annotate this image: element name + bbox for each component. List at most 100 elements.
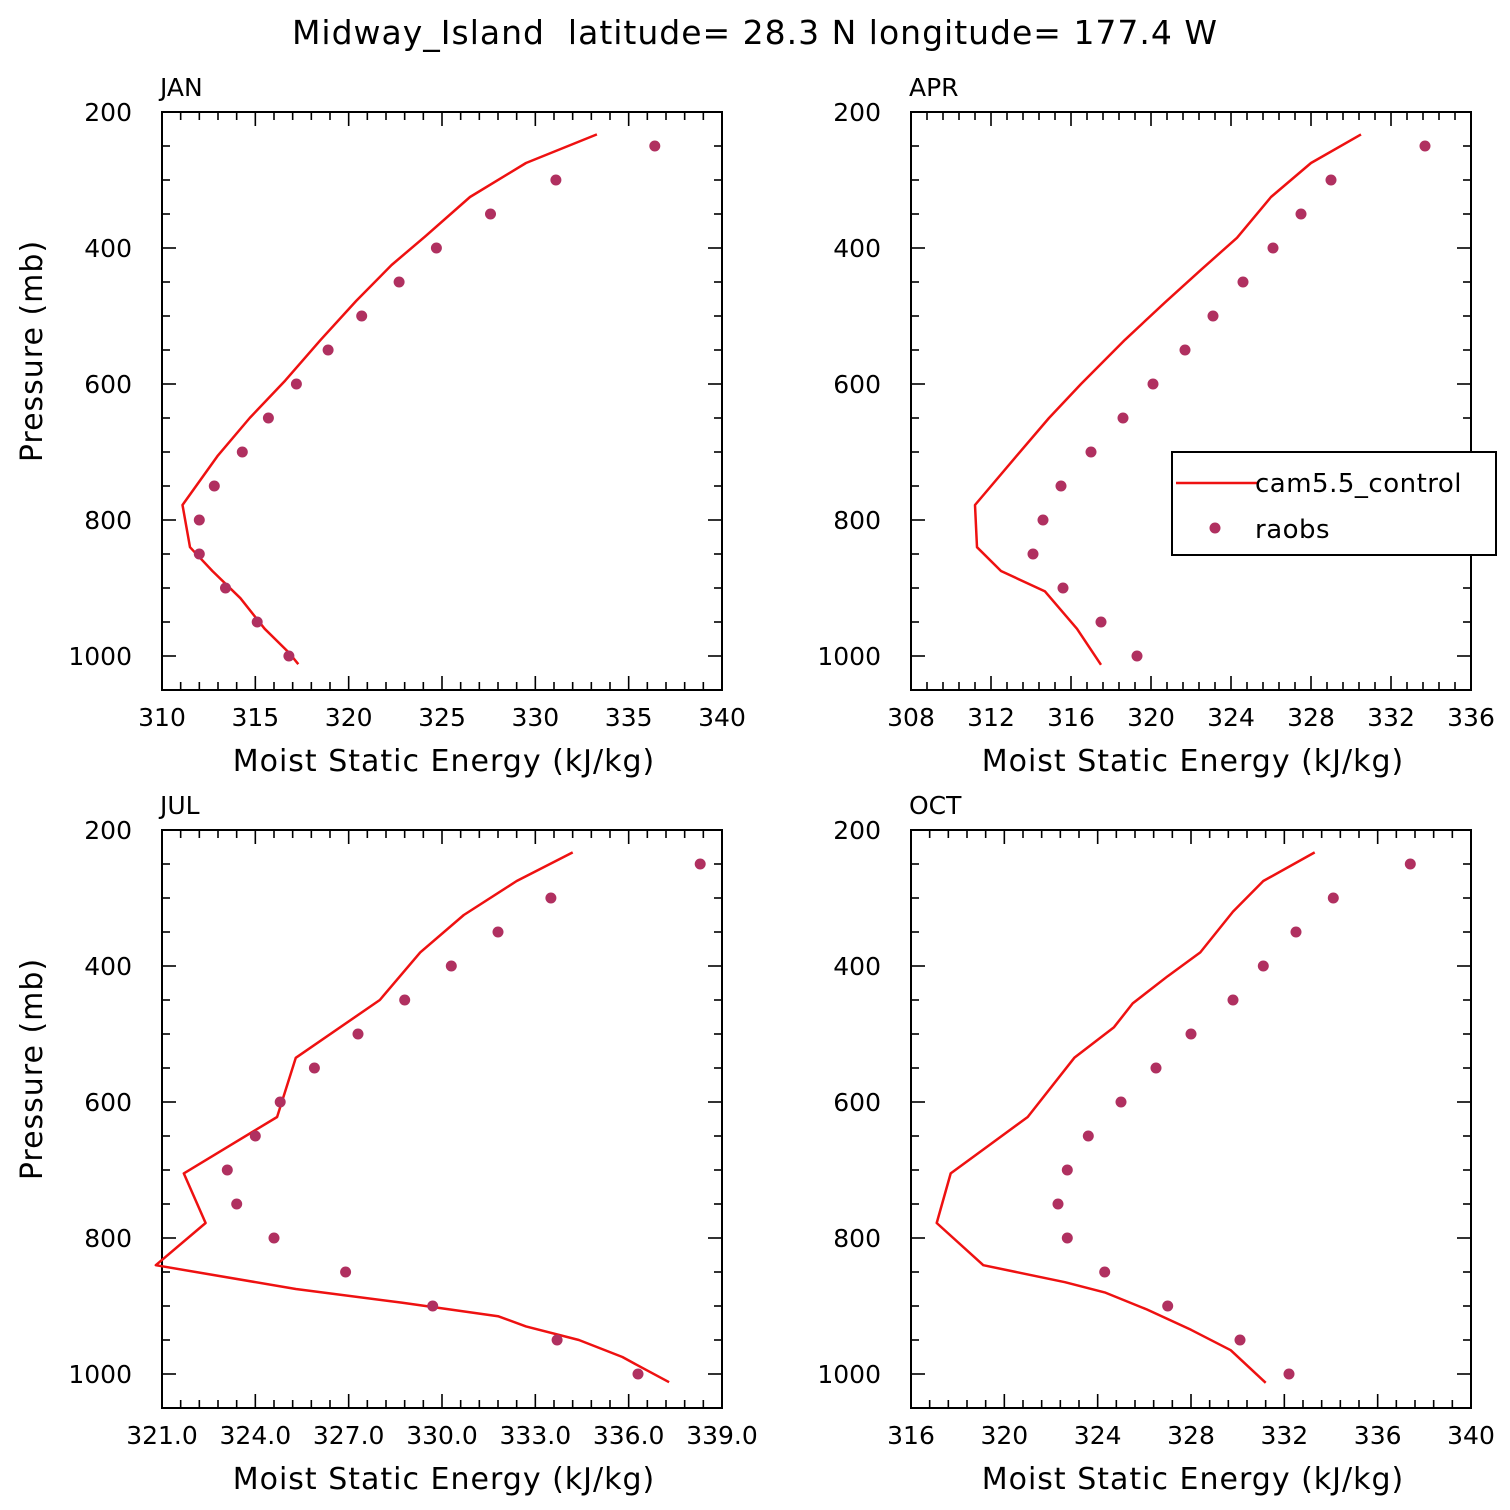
raobs-point [1327,892,1339,904]
panel-label: JUL [158,791,200,820]
raobs-point [1057,582,1069,594]
y-axis-title: Pressure (mb) [15,240,50,462]
raobs-point [268,1232,280,1244]
raobs-point [283,650,295,662]
x-tick-label: 324.0 [220,1421,292,1450]
raobs-point [290,378,302,390]
legend: cam5.5_control raobs [1171,451,1497,556]
x-axis-title: Moist Static Energy (kJ/kg) [233,1462,656,1497]
raobs-point [632,1368,644,1380]
y-tick-label: 400 [84,952,132,981]
y-tick-label: 400 [84,234,132,263]
x-tick-label: 310 [138,703,186,732]
raobs-point [274,1096,286,1108]
y-tick-label: 400 [833,234,881,263]
raobs-point [1085,446,1097,458]
x-tick-label: 324 [1207,703,1255,732]
x-tick-label: 316 [1047,703,1095,732]
raobs-point [1325,174,1337,186]
raobs-point [1061,1164,1073,1176]
x-tick-label: 316 [887,1421,935,1450]
series-line-cam5-5-control [181,133,598,665]
y-tick-label: 200 [84,816,132,845]
panel-apr: APR 308 312 316 320 324 328 332 336 200 400 600 800 1… [817,73,1494,779]
raobs-point [1404,858,1416,870]
raobs-point [221,1164,233,1176]
raobs-point [1082,1130,1094,1142]
panel-jan: JAN 310 315 320 325 330 335 340 200 400 600 800 1000… [15,73,746,779]
y-tick-label: 200 [84,98,132,127]
x-tick-label: 320 [980,1421,1028,1450]
raobs-point [393,276,405,288]
raobs-point [1055,480,1067,492]
raobs-point [193,514,205,526]
figure-title: Midway_Island latitude= 28.3 N longitude… [292,13,1218,52]
raobs-point [399,994,411,1006]
panel-oct: OCT 316 320 324 328 332 336 340 200 400 600 800 1000… [817,791,1494,1497]
y-tick-label: 1000 [68,1360,132,1389]
x-tick-label: 320 [1127,703,1175,732]
x-tick-label: 330.0 [406,1421,478,1450]
raobs-point [340,1266,352,1278]
series-line-cam5-5-control [154,851,670,1384]
raobs-point [1267,242,1279,254]
x-tick-label: 320 [325,703,373,732]
x-tick-label: 336 [1354,1421,1402,1450]
x-tick-label: 325 [418,703,466,732]
x-tick-label: 327.0 [313,1421,385,1450]
raobs-point [251,616,263,628]
x-axis-title: Moist Static Energy (kJ/kg) [982,1462,1405,1497]
raobs-point [308,1062,320,1074]
x-tick-label: 312 [967,703,1015,732]
x-axis-title: Moist Static Energy (kJ/kg) [982,744,1405,779]
panel-label: APR [909,73,959,102]
x-tick-label: 336.0 [593,1421,665,1450]
raobs-point [545,892,557,904]
x-tick-label: 324 [1074,1421,1122,1450]
raobs-point [236,446,248,458]
series-line-cam5-5-control [935,851,1316,1384]
x-axis-title: Moist Static Energy (kJ/kg) [233,744,656,779]
raobs-point [430,242,442,254]
raobs-point [193,548,205,560]
plot-frame [910,829,1472,1409]
plot-frame [910,111,1472,691]
x-tick-label: 340 [698,703,746,732]
raobs-point [551,1334,563,1346]
raobs-point [208,480,220,492]
y-tick-label: 800 [84,1224,132,1253]
legend-box [1171,451,1497,556]
raobs-point [649,140,661,152]
raobs-point [1283,1368,1295,1380]
raobs-point [445,960,457,972]
raobs-point [1257,960,1269,972]
y-tick-label: 600 [84,1088,132,1117]
x-tick-label: 328 [1167,1421,1215,1450]
legend-label-model: cam5.5_control [1255,469,1462,499]
x-tick-label: 339.0 [686,1421,758,1450]
raobs-point [485,208,496,220]
y-tick-label: 1000 [817,1360,881,1389]
raobs-point [1115,1096,1127,1108]
x-tick-label: 336 [1447,703,1495,732]
y-tick-label: 600 [84,370,132,399]
raobs-point [1037,514,1049,526]
panel-label: JAN [158,73,203,102]
x-tick-label: 321.0 [126,1421,198,1450]
raobs-point [1290,926,1302,938]
y-tick-label: 1000 [817,642,881,671]
x-tick-label: 308 [887,703,935,732]
legend-dot-swatch [1209,522,1221,534]
raobs-point [322,344,334,356]
x-tick-label: 332 [1367,703,1415,732]
raobs-point [492,926,504,938]
panels-group: JAN 310 315 320 325 330 335 340 200 400 600 800 1000… [15,73,1495,1497]
raobs-point [352,1028,364,1040]
y-tick-label: 800 [833,506,881,535]
raobs-point [1234,1334,1246,1346]
panel-label: OCT [909,791,962,820]
y-axis-title: Pressure (mb) [15,958,50,1180]
y-tick-label: 200 [833,98,881,127]
raobs-point [1179,344,1191,356]
